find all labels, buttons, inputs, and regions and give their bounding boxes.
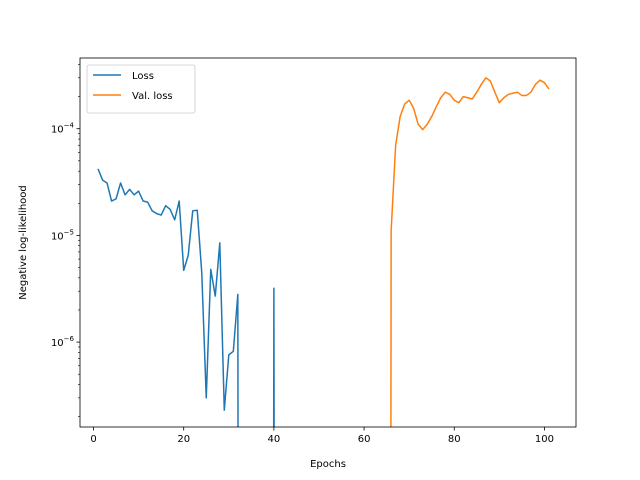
series-line-2-segment-1 — [390, 77, 550, 427]
series-line-1-segment-1 — [97, 168, 239, 427]
y-axis-label: Negative log-likelihood — [18, 185, 29, 300]
legend-box — [86, 64, 196, 114]
plot-frame — [79, 57, 577, 428]
y-axis: 10−6 10−5 10−4 — [51, 64, 80, 417]
y-tick-label: 10−6 — [51, 335, 75, 349]
x-tick-label: 0 — [90, 434, 96, 445]
x-axis: 0 20 40 60 80 100 — [90, 427, 554, 445]
legend-label: Loss — [132, 71, 154, 82]
x-tick-label: 40 — [268, 434, 281, 445]
x-tick-label: 80 — [448, 434, 461, 445]
legend-label: Val. loss — [132, 91, 173, 102]
series-layer — [97, 77, 550, 427]
x-axis-label: Epochs — [310, 459, 346, 470]
legend: Loss Val. loss — [86, 64, 196, 114]
y-tick-label: 10−4 — [51, 122, 75, 136]
x-tick-label: 20 — [177, 434, 190, 445]
x-tick-label: 100 — [535, 434, 554, 445]
x-tick-label: 60 — [358, 434, 371, 445]
y-tick-label: 10−5 — [51, 228, 74, 242]
